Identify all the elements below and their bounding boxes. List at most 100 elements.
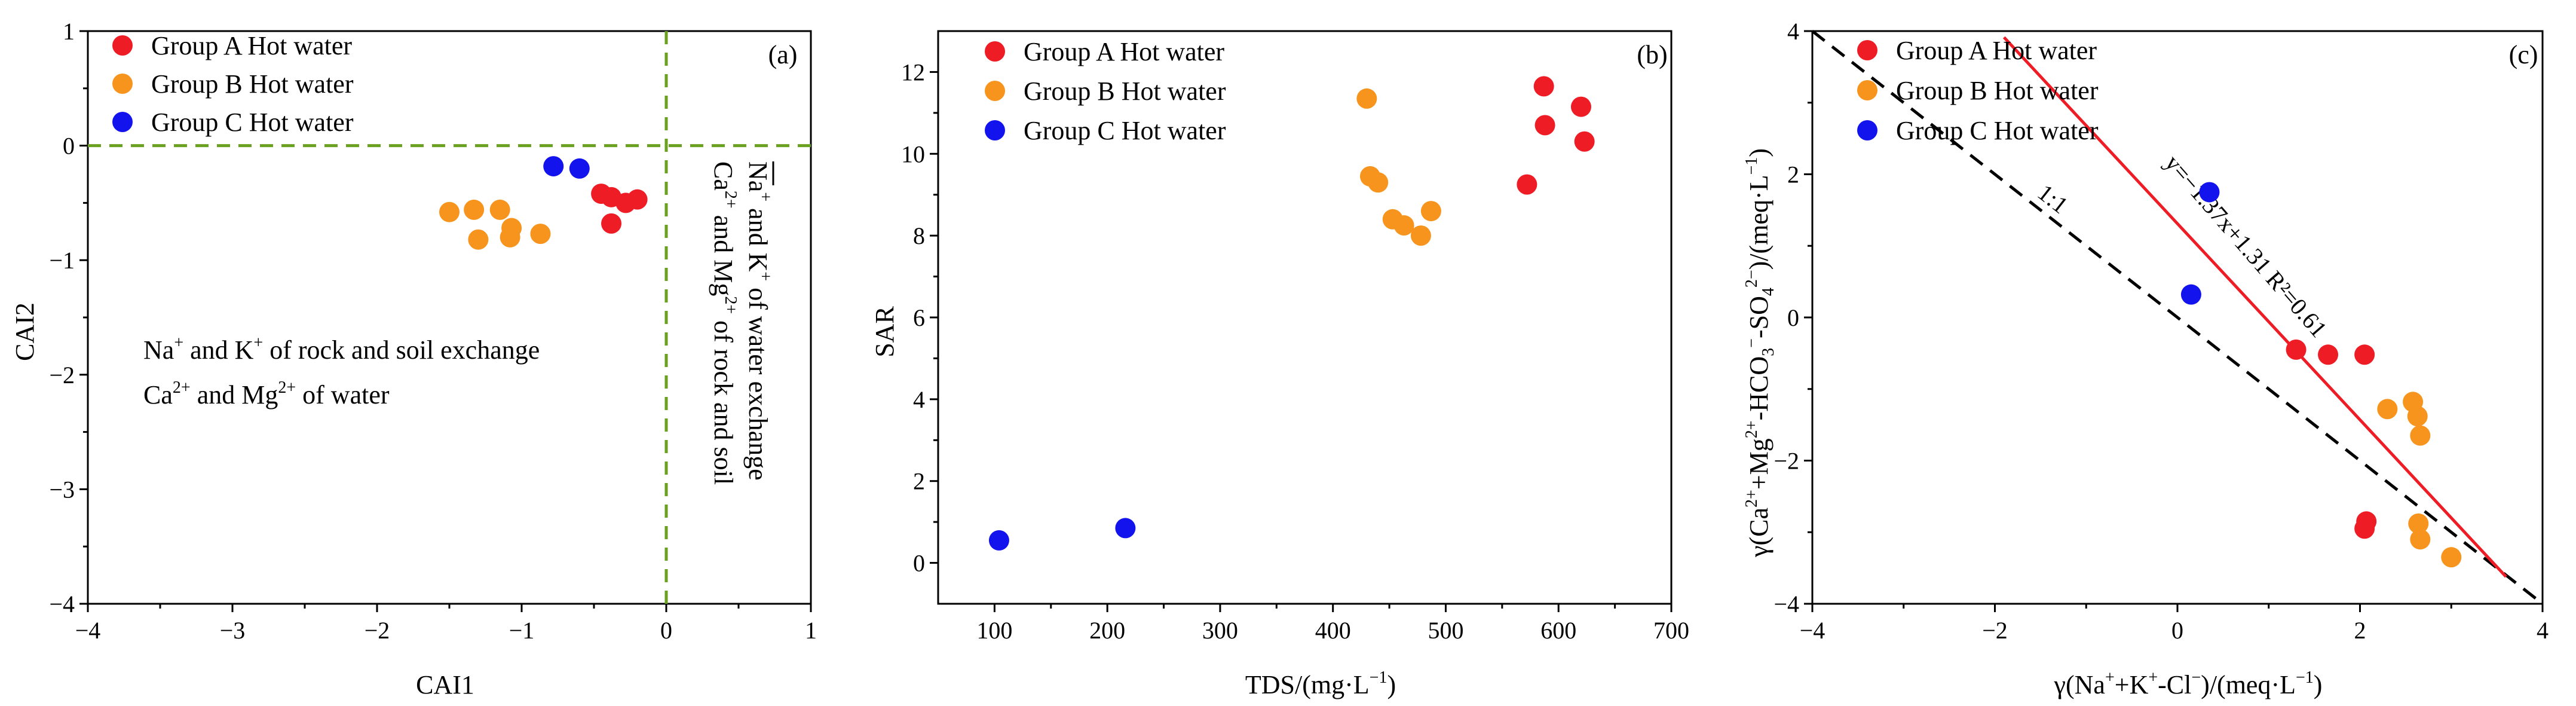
panel-a: −4 −3 −2 −1 0 1 −4 −3 −2 −1 0 1 Group A Hot water Gro… bbox=[10, 18, 817, 699]
panel-b-point-group-b bbox=[1368, 172, 1389, 193]
panel-a-point-group-b bbox=[500, 227, 520, 247]
panel-c-point-group-b bbox=[2377, 399, 2398, 420]
panel-c-legend-marker bbox=[1857, 80, 1877, 100]
panel-c-legend-label: Group B Hot water bbox=[1896, 76, 2099, 105]
panel-c-legend-marker bbox=[1857, 120, 1877, 140]
panel-a-point-group-c bbox=[543, 156, 564, 177]
panel-c-one-to-one-line bbox=[1811, 30, 2544, 605]
panel-c: −4 −2 0 2 4 −4 −2 0 2 4 1:1 y=−1.37x+1.31 R²=0.61 Gr… bbox=[1742, 18, 2549, 699]
panel-b-point-group-a bbox=[1574, 131, 1595, 152]
panel-c-point-group-b bbox=[2407, 406, 2428, 427]
panel-c-x-tick-label: −4 bbox=[1800, 617, 1825, 644]
panel-a-point-group-a bbox=[601, 213, 622, 234]
panel-b-point-group-a bbox=[1533, 76, 1554, 97]
panel-b-point-group-c bbox=[988, 530, 1009, 551]
panel-b-y-tick-label: 4 bbox=[913, 386, 925, 413]
panel-b-point-group-b bbox=[1420, 201, 1441, 222]
panel-a-point-group-b bbox=[439, 201, 460, 222]
panel-a-x-label: CAI1 bbox=[416, 670, 474, 699]
panel-a-point-group-b bbox=[489, 199, 510, 220]
panel-b-point-group-b bbox=[1356, 88, 1377, 109]
panel-c-x-label: γ(Na++K+-Cl−)/(meq·L−1) bbox=[2054, 668, 2323, 699]
panel-b: 100 200 300 400 500 600 700 0 2 4 6 8 10 12 Group A Ho… bbox=[870, 30, 1689, 699]
panel-c-point-group-b bbox=[2408, 513, 2429, 534]
panel-c-point-group-a bbox=[2318, 344, 2339, 365]
panel-a-legend-label: Group C Hot water bbox=[151, 108, 354, 137]
panel-c-point-group-b bbox=[2441, 547, 2462, 568]
panel-b-y-tick-label: 8 bbox=[913, 222, 925, 249]
panel-a-y-tick-label: 0 bbox=[63, 133, 75, 160]
panel-a-x-tick-label: −2 bbox=[365, 617, 390, 644]
panel-a-point-group-a bbox=[627, 189, 648, 210]
panel-c-legend-marker bbox=[1857, 40, 1877, 60]
panel-c-point-group-a bbox=[2354, 344, 2375, 365]
panel-a-label: (a) bbox=[768, 40, 798, 69]
panel-c-point-group-a bbox=[2286, 339, 2307, 360]
panel-c-y-tick-label: 2 bbox=[1787, 161, 1799, 188]
panel-a-y-tick-label: −1 bbox=[49, 247, 75, 274]
panel-a-x-tick-label: −1 bbox=[509, 617, 535, 644]
panel-b-x-label: TDS/(mg·L−1) bbox=[1245, 668, 1396, 699]
panel-b-label: (b) bbox=[1637, 40, 1667, 69]
panel-a-point-group-b bbox=[530, 224, 551, 244]
panel-b-legend-marker bbox=[985, 120, 1005, 140]
panel-a-note-right-2: Ca2+ and Mg2+ of rock and soil bbox=[709, 161, 740, 485]
panel-a-x-tick-label: 1 bbox=[805, 617, 817, 644]
panel-b-legend-label: Group B Hot water bbox=[1024, 77, 1226, 106]
panel-c-x-tick-label: 0 bbox=[2171, 617, 2183, 644]
panel-b-y-tick-label: 12 bbox=[901, 59, 925, 85]
panel-b-x-tick-label: 400 bbox=[1315, 617, 1351, 644]
panel-b-y-tick-label: 10 bbox=[901, 140, 925, 167]
panel-b-x-tick-label: 700 bbox=[1653, 617, 1689, 644]
panel-a-marks: −4 −3 −2 −1 0 1 −4 −3 −2 −1 0 1 Group A Hot water Gro… bbox=[49, 18, 817, 644]
panel-c-legend-label: Group C Hot water bbox=[1896, 116, 2099, 145]
panel-c-fit-label: y=−1.37x+1.31 R²=0.61 bbox=[2160, 149, 2332, 343]
panel-c-y-tick-label: 4 bbox=[1787, 18, 1799, 45]
panel-b-x-tick-label: 100 bbox=[976, 617, 1012, 644]
panel-a-note-left-1: Na+ and K+ of rock and soil exchange bbox=[143, 334, 540, 365]
panel-b-legend-marker bbox=[985, 41, 1005, 62]
panel-b-y-tick-label: 2 bbox=[913, 468, 925, 495]
panel-a-x-tick-label: −3 bbox=[220, 617, 246, 644]
panel-c-legend-label: Group A Hot water bbox=[1896, 36, 2097, 65]
panel-c-y-label: γ(Ca2++Mg2+-HCO3−-SO42−)/(meq·L−1) bbox=[1742, 148, 1778, 558]
panel-a-note-right: Na+ and K+ of water exchange Ca2+ and Mg… bbox=[709, 161, 774, 485]
panel-a-point-group-b bbox=[464, 199, 485, 220]
panel-a-point-group-c bbox=[569, 158, 590, 179]
panel-a-legend-marker bbox=[112, 35, 133, 56]
panel-c-x-tick-label: 4 bbox=[2537, 617, 2549, 644]
panel-c-point-group-a bbox=[2354, 518, 2375, 539]
panel-b-point-group-a bbox=[1517, 174, 1537, 195]
panel-b-marks: 100 200 300 400 500 600 700 0 2 4 6 8 10 12 Group A Ho… bbox=[901, 30, 1689, 644]
panel-a-x-tick-label: −4 bbox=[75, 617, 101, 644]
panel-a-y-label: CAI2 bbox=[10, 302, 39, 361]
panel-a-y-tick-label: −2 bbox=[49, 362, 75, 389]
panel-b-y-label: SAR bbox=[870, 306, 899, 357]
panel-b-legend-marker bbox=[985, 81, 1005, 101]
panel-a-legend-marker bbox=[112, 112, 133, 132]
panel-a-note-right-1: Na+ and K+ of water exchange bbox=[743, 161, 774, 481]
panel-b-y-tick-label: 0 bbox=[913, 550, 925, 577]
panel-b-legend-label: Group C Hot water bbox=[1024, 116, 1226, 145]
panel-a-y-tick-label: −3 bbox=[49, 476, 75, 503]
panel-a-legend-label: Group B Hot water bbox=[151, 69, 354, 99]
panel-c-y-tick-label: −2 bbox=[1774, 448, 1799, 475]
panel-c-one-to-one-label: 1:1 bbox=[2033, 179, 2073, 219]
panel-b-x-tick-label: 300 bbox=[1202, 617, 1238, 644]
panel-c-x-tick-label: −2 bbox=[1982, 617, 2008, 644]
panel-b-x-tick-label: 200 bbox=[1089, 617, 1125, 644]
panel-b-y-tick-label: 6 bbox=[913, 304, 925, 331]
panel-c-point-group-b bbox=[2410, 529, 2431, 550]
panel-c-fit-line bbox=[2002, 36, 2507, 578]
panel-b-legend-label: Group A Hot water bbox=[1024, 37, 1224, 66]
panel-b-point-group-b bbox=[1410, 225, 1431, 246]
panel-c-point-group-c bbox=[2199, 182, 2220, 203]
panel-a-note-left-2: Ca2+ and Mg2+ of water bbox=[143, 378, 390, 409]
panel-c-label: (c) bbox=[2509, 40, 2538, 69]
panel-c-y-tick-label: 0 bbox=[1787, 304, 1799, 331]
panel-c-marks: −4 −2 0 2 4 −4 −2 0 2 4 1:1 y=−1.37x+1.31 R²=0.61 Gr… bbox=[1774, 18, 2549, 644]
panel-c-y-tick-label: −4 bbox=[1774, 591, 1799, 618]
panel-a-y-tick-label: 1 bbox=[63, 18, 75, 45]
panel-a-x-tick-label: 0 bbox=[660, 617, 672, 644]
